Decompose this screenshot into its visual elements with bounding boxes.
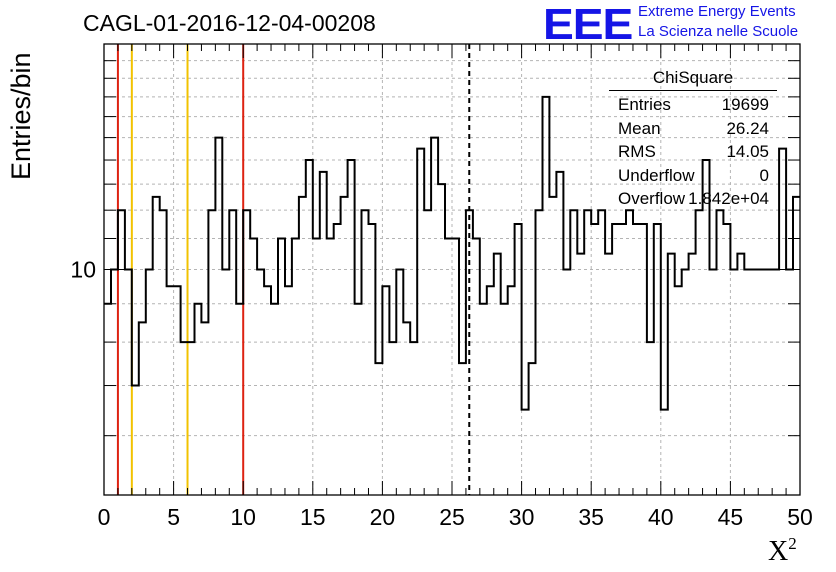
stats-row-rms: RMS 14.05 <box>609 140 777 164</box>
x-tick-label: 45 <box>718 504 744 530</box>
logo-line-1: Extreme Energy Events <box>638 3 796 20</box>
x-axis-label: X2 <box>768 534 797 568</box>
x-axis-label-text: X <box>768 536 789 567</box>
stats-label: RMS <box>618 142 656 161</box>
stats-row-overflow: Overflow 1.842e+04 <box>609 187 777 211</box>
x-tick-label: 35 <box>578 504 604 530</box>
axis-tick-labels: 0 5 10 15 20 25 30 35 40 45 50 10 <box>70 257 812 531</box>
histogram-series <box>104 95 800 411</box>
stats-value: 26.24 <box>726 118 769 138</box>
y-tick-label: 10 <box>70 257 96 283</box>
stats-box-title: ChiSquare <box>609 66 777 91</box>
stats-value: 14.05 <box>726 142 769 161</box>
stats-label: Mean <box>618 118 661 138</box>
stats-row-mean: Mean 26.24 <box>609 117 777 141</box>
x-tick-label: 30 <box>509 504 535 530</box>
x-tick-label: 40 <box>648 504 674 530</box>
stats-label: Entries <box>618 95 671 114</box>
axis-ticks <box>103 43 801 496</box>
plot-title: CAGL-01-2016-12-04-00208 <box>83 10 376 36</box>
x-tick-label: 25 <box>439 504 465 530</box>
x-tick-label: 10 <box>230 504 256 530</box>
x-tick-label: 0 <box>98 504 111 530</box>
y-axis-label: Entries/bin <box>6 52 36 180</box>
stats-value: 1.842e+04 <box>688 189 769 208</box>
x-tick-label: 5 <box>167 504 180 530</box>
stats-row-underflow: Underflow 0 <box>609 164 777 188</box>
histogram-line <box>104 95 800 411</box>
x-tick-label: 50 <box>787 504 813 530</box>
eee-logo: EEE <box>543 0 633 49</box>
logo-line-2: La Scienza nelle Scuole <box>638 23 799 40</box>
stats-label: Underflow <box>618 165 695 185</box>
stats-box: ChiSquare Entries 19699 Mean 26.24 RMS 14.0… <box>609 66 777 211</box>
x-tick-label: 15 <box>300 504 326 530</box>
stats-value: 0 <box>759 165 769 185</box>
stats-value: 19699 <box>721 95 769 114</box>
x-axis-label-superscript: 2 <box>788 534 797 553</box>
stats-row-entries: Entries 19699 <box>609 93 777 117</box>
x-tick-label: 20 <box>370 504 396 530</box>
stats-label: Overflow <box>618 189 686 208</box>
